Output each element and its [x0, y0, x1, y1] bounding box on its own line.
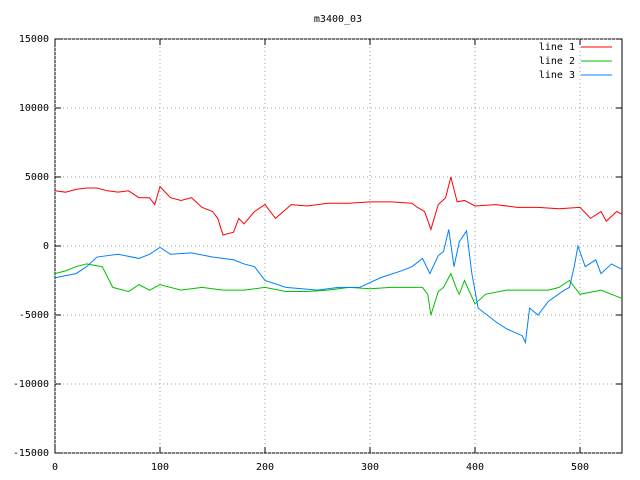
- data-line: [54, 229, 623, 345]
- y-tick-label: -10000: [13, 379, 49, 390]
- plot-frame: [54, 38, 623, 454]
- x-tick-label: 400: [466, 462, 484, 473]
- y-tick-label: -15000: [13, 448, 49, 459]
- x-tick-label: 200: [256, 462, 274, 473]
- legend-label: line 2: [539, 56, 575, 67]
- x-tick-label: 500: [571, 462, 589, 473]
- x-tick-label: 100: [151, 462, 169, 473]
- chart-title: m3400_03: [314, 14, 362, 25]
- y-tick-label: 10000: [19, 103, 49, 114]
- y-tick-label: 5000: [25, 172, 49, 183]
- legend-label: line 1: [539, 42, 575, 53]
- data-line: [54, 176, 623, 236]
- y-tick-label: 15000: [19, 34, 49, 45]
- y-tick-label: 0: [43, 241, 49, 252]
- legend-label: line 3: [539, 70, 575, 81]
- x-tick-label: 300: [361, 462, 379, 473]
- y-tick-label: -5000: [19, 310, 49, 321]
- data-line: [54, 263, 623, 316]
- x-tick-label: 0: [52, 462, 58, 473]
